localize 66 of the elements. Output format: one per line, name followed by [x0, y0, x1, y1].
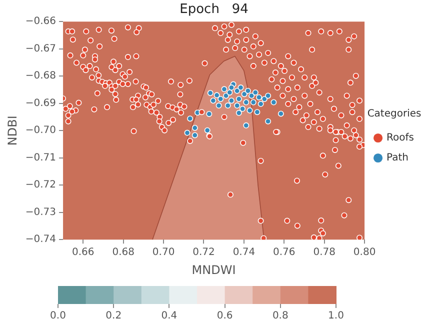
point	[246, 107, 253, 114]
x-tick-label: 0.72	[192, 247, 215, 258]
point	[236, 110, 242, 116]
point	[241, 91, 248, 98]
point	[278, 110, 284, 117]
point	[234, 102, 240, 109]
x-axis-title: MNDWI	[192, 262, 236, 277]
point	[240, 106, 246, 112]
point	[216, 102, 222, 109]
point	[192, 132, 198, 138]
point	[243, 99, 250, 106]
y-tick-label: −0.67	[25, 43, 56, 54]
color-bar-label: 0.2	[106, 310, 122, 322]
chart-title: Epoch 94	[180, 2, 248, 18]
y-tick-label: −0.68	[25, 70, 56, 82]
point	[261, 96, 268, 102]
color-bar-label: 0.8	[272, 310, 288, 322]
color-bar-label: 0.4	[161, 310, 178, 322]
point	[270, 99, 277, 106]
x-tick-label: 0.78	[313, 247, 336, 258]
point	[187, 116, 194, 122]
x-tick-label: 0.68	[112, 247, 134, 258]
x-tick-label: 0.70	[152, 247, 175, 258]
y-tick-label: −0.71	[25, 152, 56, 164]
point	[218, 96, 224, 102]
point	[206, 110, 212, 117]
x-tick-label: 0.80	[353, 247, 376, 258]
point	[223, 92, 230, 99]
point	[236, 96, 242, 102]
y-axis-title: NDBI	[5, 116, 20, 146]
y-tick-label: −0.69	[25, 98, 56, 109]
point	[184, 130, 190, 136]
point	[210, 98, 216, 104]
x-tick-label: 0.74	[232, 247, 256, 258]
color-bar-label: 0.6	[216, 310, 233, 322]
y-tick-label: −0.72	[25, 180, 56, 191]
y-tick-label: −0.74	[25, 234, 56, 246]
point	[226, 89, 233, 96]
point	[254, 109, 260, 116]
point	[221, 86, 228, 92]
y-tick-label: −0.70	[25, 125, 56, 136]
legend-title: Categories	[367, 108, 422, 120]
point	[238, 84, 244, 91]
point	[256, 94, 262, 100]
point	[214, 92, 220, 98]
point	[258, 100, 264, 107]
x-tick-label: 0.76	[273, 247, 296, 258]
point	[265, 92, 272, 99]
point	[192, 124, 198, 131]
legend-label: Roofs	[386, 132, 414, 144]
point	[244, 88, 251, 94]
point	[228, 84, 234, 91]
point	[265, 118, 272, 124]
point	[243, 122, 250, 128]
color-bar-label: 1.0	[328, 310, 344, 322]
point	[224, 102, 231, 109]
point	[250, 99, 256, 106]
color-bar-label: 0.0	[50, 310, 66, 322]
y-tick-label: −0.66	[25, 16, 56, 28]
y-tick-label: −0.73	[25, 206, 56, 218]
point	[207, 90, 214, 96]
point	[228, 98, 234, 104]
point	[204, 127, 210, 134]
x-tick-label: 0.66	[72, 247, 94, 258]
legend-label: Path	[386, 152, 409, 164]
point	[252, 89, 258, 96]
